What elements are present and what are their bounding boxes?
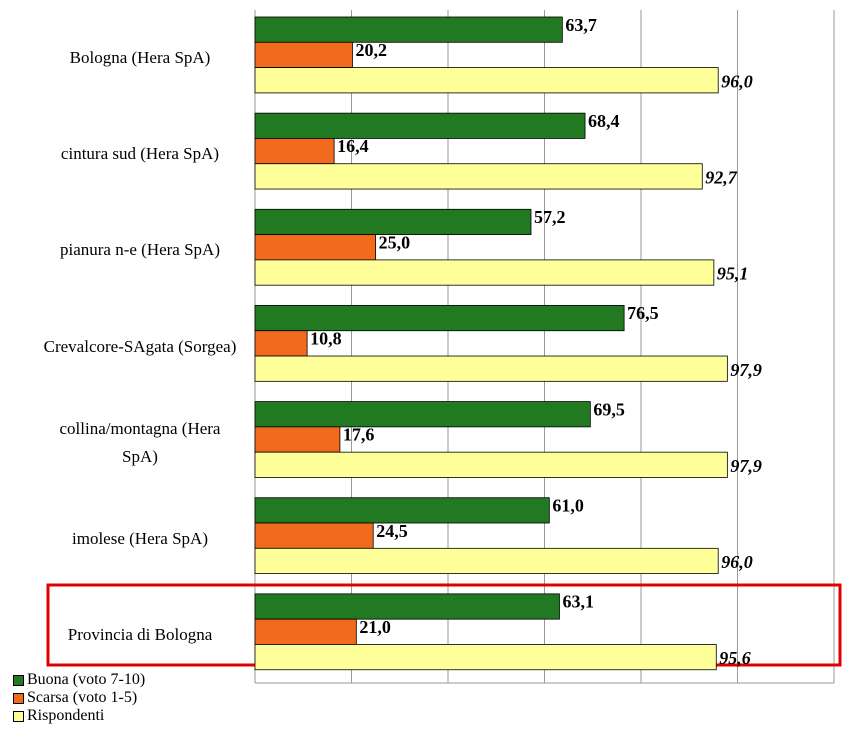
legend-item: Scarsa (voto 1-5) [13, 689, 137, 707]
bar [254, 547, 719, 575]
value-label: 10,8 [310, 329, 342, 349]
bar [254, 41, 353, 68]
bar [254, 67, 719, 94]
value-label: 25,0 [379, 232, 411, 252]
value-label: 63,1 [562, 592, 594, 612]
category-label: Provincia di Bologna [67, 624, 213, 644]
bar [254, 305, 625, 332]
legend-swatch [13, 692, 24, 704]
legend-swatch [13, 710, 24, 722]
value-label: 63,7 [565, 15, 597, 35]
value-label: 96,0 [721, 552, 753, 572]
legend-label: Scarsa (voto 1-5) [27, 689, 138, 706]
bar [254, 451, 728, 478]
legend-swatch [13, 674, 24, 686]
value-label: 61,0 [552, 495, 584, 515]
category-label: Bologna (Hera SpA) [69, 48, 211, 68]
bar [254, 163, 703, 190]
value-label: 95,1 [717, 264, 749, 284]
legend-label: Rispondenti [27, 707, 105, 724]
legend-label: Buona (voto 7-10) [27, 671, 146, 688]
bar [254, 208, 532, 235]
category-label: imolese (Hera SpA) [72, 528, 208, 548]
bar [254, 644, 717, 671]
value-label: 20,2 [355, 40, 387, 60]
category-label: pianura n-e (Hera SpA) [59, 240, 220, 260]
bar [254, 16, 563, 43]
bar [254, 593, 560, 620]
value-label: 97,9 [730, 360, 762, 380]
value-label: 57,2 [534, 207, 566, 227]
bar [254, 112, 586, 139]
bar [254, 401, 591, 428]
bar [254, 618, 357, 645]
category-label: collina/montagna (Hera SpA) [59, 418, 221, 466]
bar [254, 259, 715, 286]
value-label: 76,5 [627, 303, 659, 323]
value-label: 96,0 [721, 71, 753, 91]
bar [254, 138, 335, 165]
value-label: 95,6 [719, 648, 751, 668]
legend-item: Buona (voto 7-10) [13, 671, 145, 689]
value-label: 21,0 [359, 617, 391, 637]
bar [254, 522, 374, 549]
value-label: 68,4 [588, 111, 620, 131]
value-label: 92,7 [705, 168, 738, 188]
bar [254, 355, 728, 382]
bar [254, 426, 341, 453]
legend-item: Rispondenti [13, 707, 104, 725]
bar [254, 234, 377, 261]
category-label: Crevalcore-SAgata (Sorgea) [43, 336, 237, 356]
value-label: 17,6 [343, 425, 375, 445]
value-label: 97,9 [730, 456, 762, 476]
value-label: 16,4 [337, 136, 369, 156]
value-label: 69,5 [593, 399, 625, 419]
category-label: cintura sud (Hera SpA) [60, 144, 220, 164]
value-label: 24,5 [376, 521, 408, 541]
bar [254, 330, 308, 357]
bar [254, 497, 550, 524]
